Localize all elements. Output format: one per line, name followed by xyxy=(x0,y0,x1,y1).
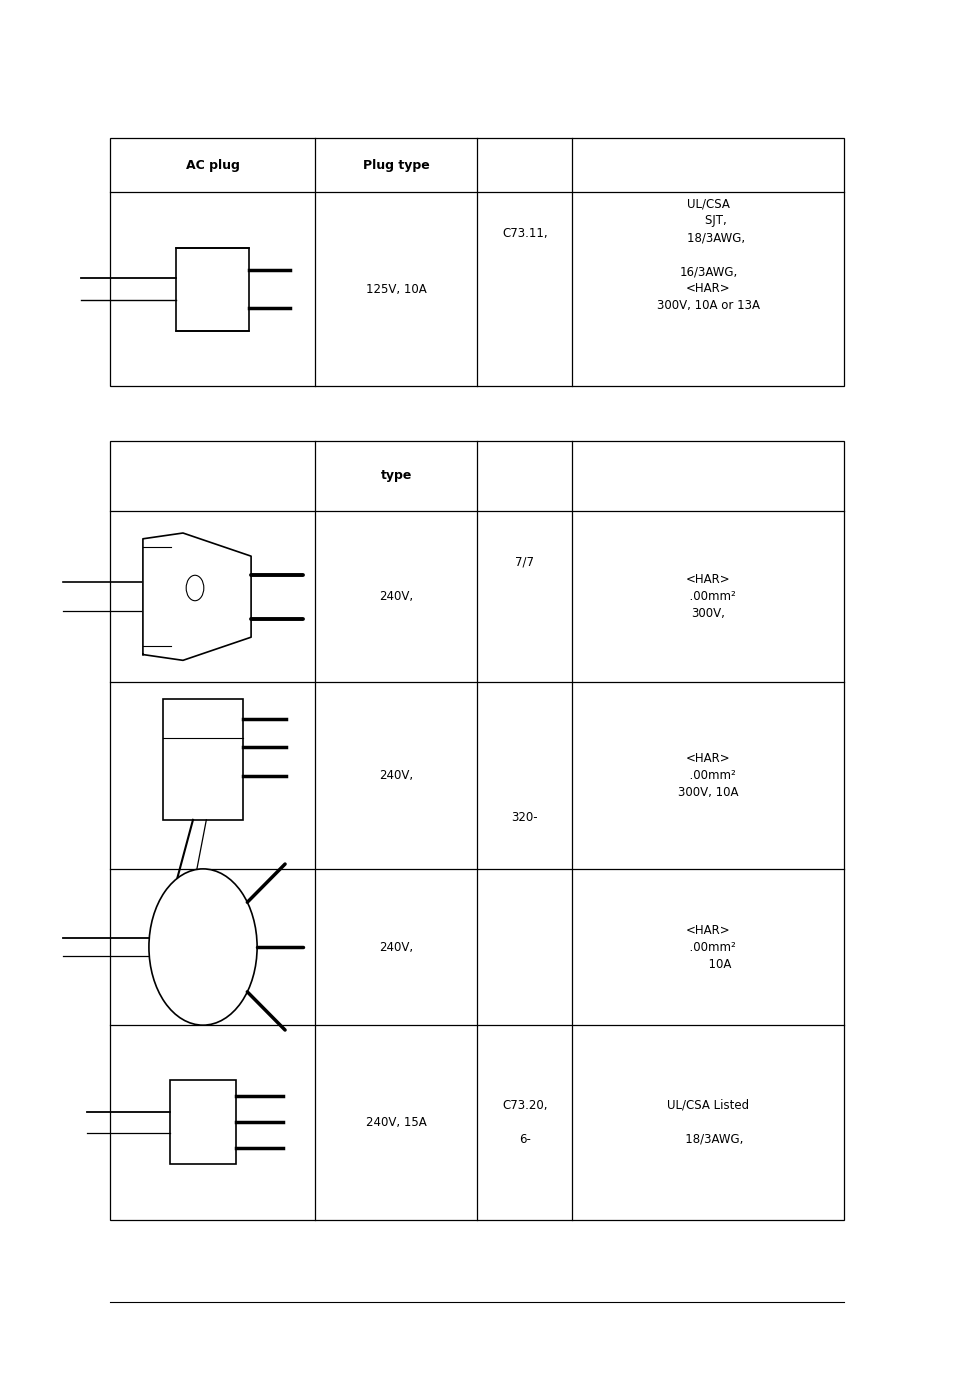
Text: <HAR>
  .00mm²
      10A: <HAR> .00mm² 10A xyxy=(680,923,735,970)
FancyBboxPatch shape xyxy=(171,1080,235,1164)
Text: 125V, 10A: 125V, 10A xyxy=(365,282,426,296)
FancyBboxPatch shape xyxy=(163,699,243,820)
Text: 240V, 15A: 240V, 15A xyxy=(365,1116,426,1129)
Bar xyxy=(110,138,843,386)
Text: Plug type: Plug type xyxy=(362,158,429,172)
Text: C73.20,

6-: C73.20, 6- xyxy=(501,1098,547,1145)
Text: 240V,: 240V, xyxy=(378,769,413,783)
Polygon shape xyxy=(143,533,251,660)
Text: type: type xyxy=(380,470,412,482)
Circle shape xyxy=(149,870,256,1025)
FancyBboxPatch shape xyxy=(175,248,249,331)
Text: 320-: 320- xyxy=(511,810,537,824)
Text: AC plug: AC plug xyxy=(186,158,239,172)
Text: <HAR>
  .00mm²
300V, 10A: <HAR> .00mm² 300V, 10A xyxy=(678,752,738,799)
Text: UL/CSA Listed

   18/3AWG,: UL/CSA Listed 18/3AWG, xyxy=(667,1098,749,1145)
Text: 240V,: 240V, xyxy=(378,590,413,604)
Bar xyxy=(110,441,843,1220)
Text: <HAR>
  .00mm²
300V,: <HAR> .00mm² 300V, xyxy=(680,573,735,620)
Text: C73.11,: C73.11, xyxy=(501,227,547,241)
Text: 7/7: 7/7 xyxy=(515,555,534,569)
Text: 240V,: 240V, xyxy=(378,941,413,954)
Text: UL/CSA
    SJT,
    18/3AWG,

16/3AWG,
<HAR>
300V, 10A or 13A: UL/CSA SJT, 18/3AWG, 16/3AWG, <HAR> 300V… xyxy=(657,197,760,313)
